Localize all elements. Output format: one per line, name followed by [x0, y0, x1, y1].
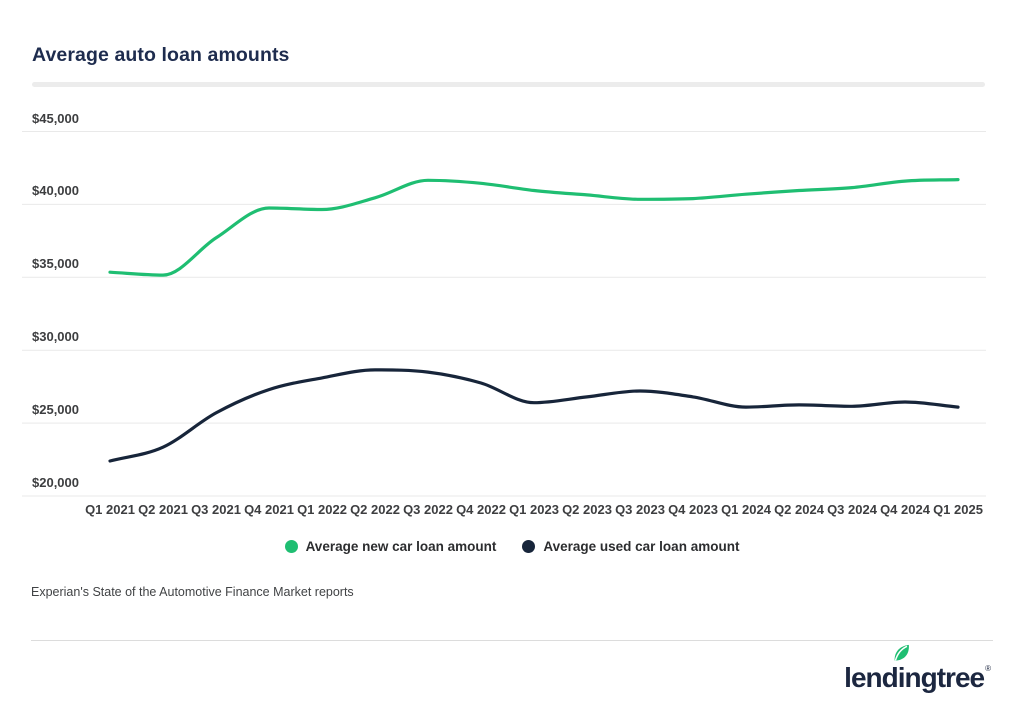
series-line-used-car: [108, 368, 960, 463]
legend-label: Average used car loan amount: [543, 538, 740, 554]
legend-dot-icon: [284, 539, 298, 553]
legend-item: Average used car loan amount: [522, 539, 739, 554]
y-axis-tick-label: $40,000: [32, 183, 79, 199]
x-axis-tick-label: Q3 2024: [827, 502, 877, 517]
x-axis-tick-label: Q2 2023: [562, 502, 612, 517]
x-axis-tick-label: Q3 2022: [403, 502, 453, 517]
footer-divider: [31, 640, 993, 641]
title-divider: [32, 82, 985, 87]
registered-mark: ®: [985, 664, 991, 673]
x-axis-tick-label: Q4 2023: [668, 502, 718, 517]
legend-label: Average new car loan amount: [305, 538, 497, 554]
x-axis-tick-label: Q1 2024: [721, 502, 771, 517]
x-axis-tick-label: Q2 2024: [774, 502, 824, 517]
x-axis-tick-label: Q4 2022: [456, 502, 506, 517]
lendingtree-logo: lendingtree®: [844, 644, 991, 694]
legend-dot-icon: [522, 539, 536, 553]
logo-text: lendingtree: [844, 662, 985, 693]
x-axis-tick-label: Q1 2025: [933, 502, 983, 517]
x-axis-tick-label: Q1 2022: [297, 502, 347, 517]
page-title: Average auto loan amounts: [32, 44, 290, 66]
chart-legend: Average new car loan amount Average used …: [0, 536, 1024, 556]
x-axis-tick-label: Q1 2023: [509, 502, 559, 517]
x-axis-tick-label: Q2 2022: [350, 502, 400, 517]
y-axis-tick-label: $45,000: [32, 110, 79, 126]
x-axis-tick-label: Q3 2023: [615, 502, 665, 517]
x-axis-tick-label: Q1 2021: [85, 502, 135, 517]
x-axis-tick-label: Q2 2021: [138, 502, 188, 517]
x-axis-tick-label: Q4 2024: [880, 502, 930, 517]
y-axis-tick-label: $20,000: [32, 475, 79, 490]
legend-item: Average new car loan amount: [284, 538, 497, 554]
y-axis-tick-label: $35,000: [32, 256, 79, 272]
series-line-new-car: [108, 178, 960, 277]
y-axis-tick-label: $30,000: [32, 329, 79, 345]
source-note: Experian's State of the Automotive Finan…: [31, 585, 354, 599]
y-axis-tick-label: $25,000: [32, 402, 79, 418]
leaf-icon: [894, 644, 910, 661]
x-axis-tick-label: Q3 2021: [191, 502, 241, 517]
x-axis-tick-label: Q4 2021: [244, 502, 294, 517]
